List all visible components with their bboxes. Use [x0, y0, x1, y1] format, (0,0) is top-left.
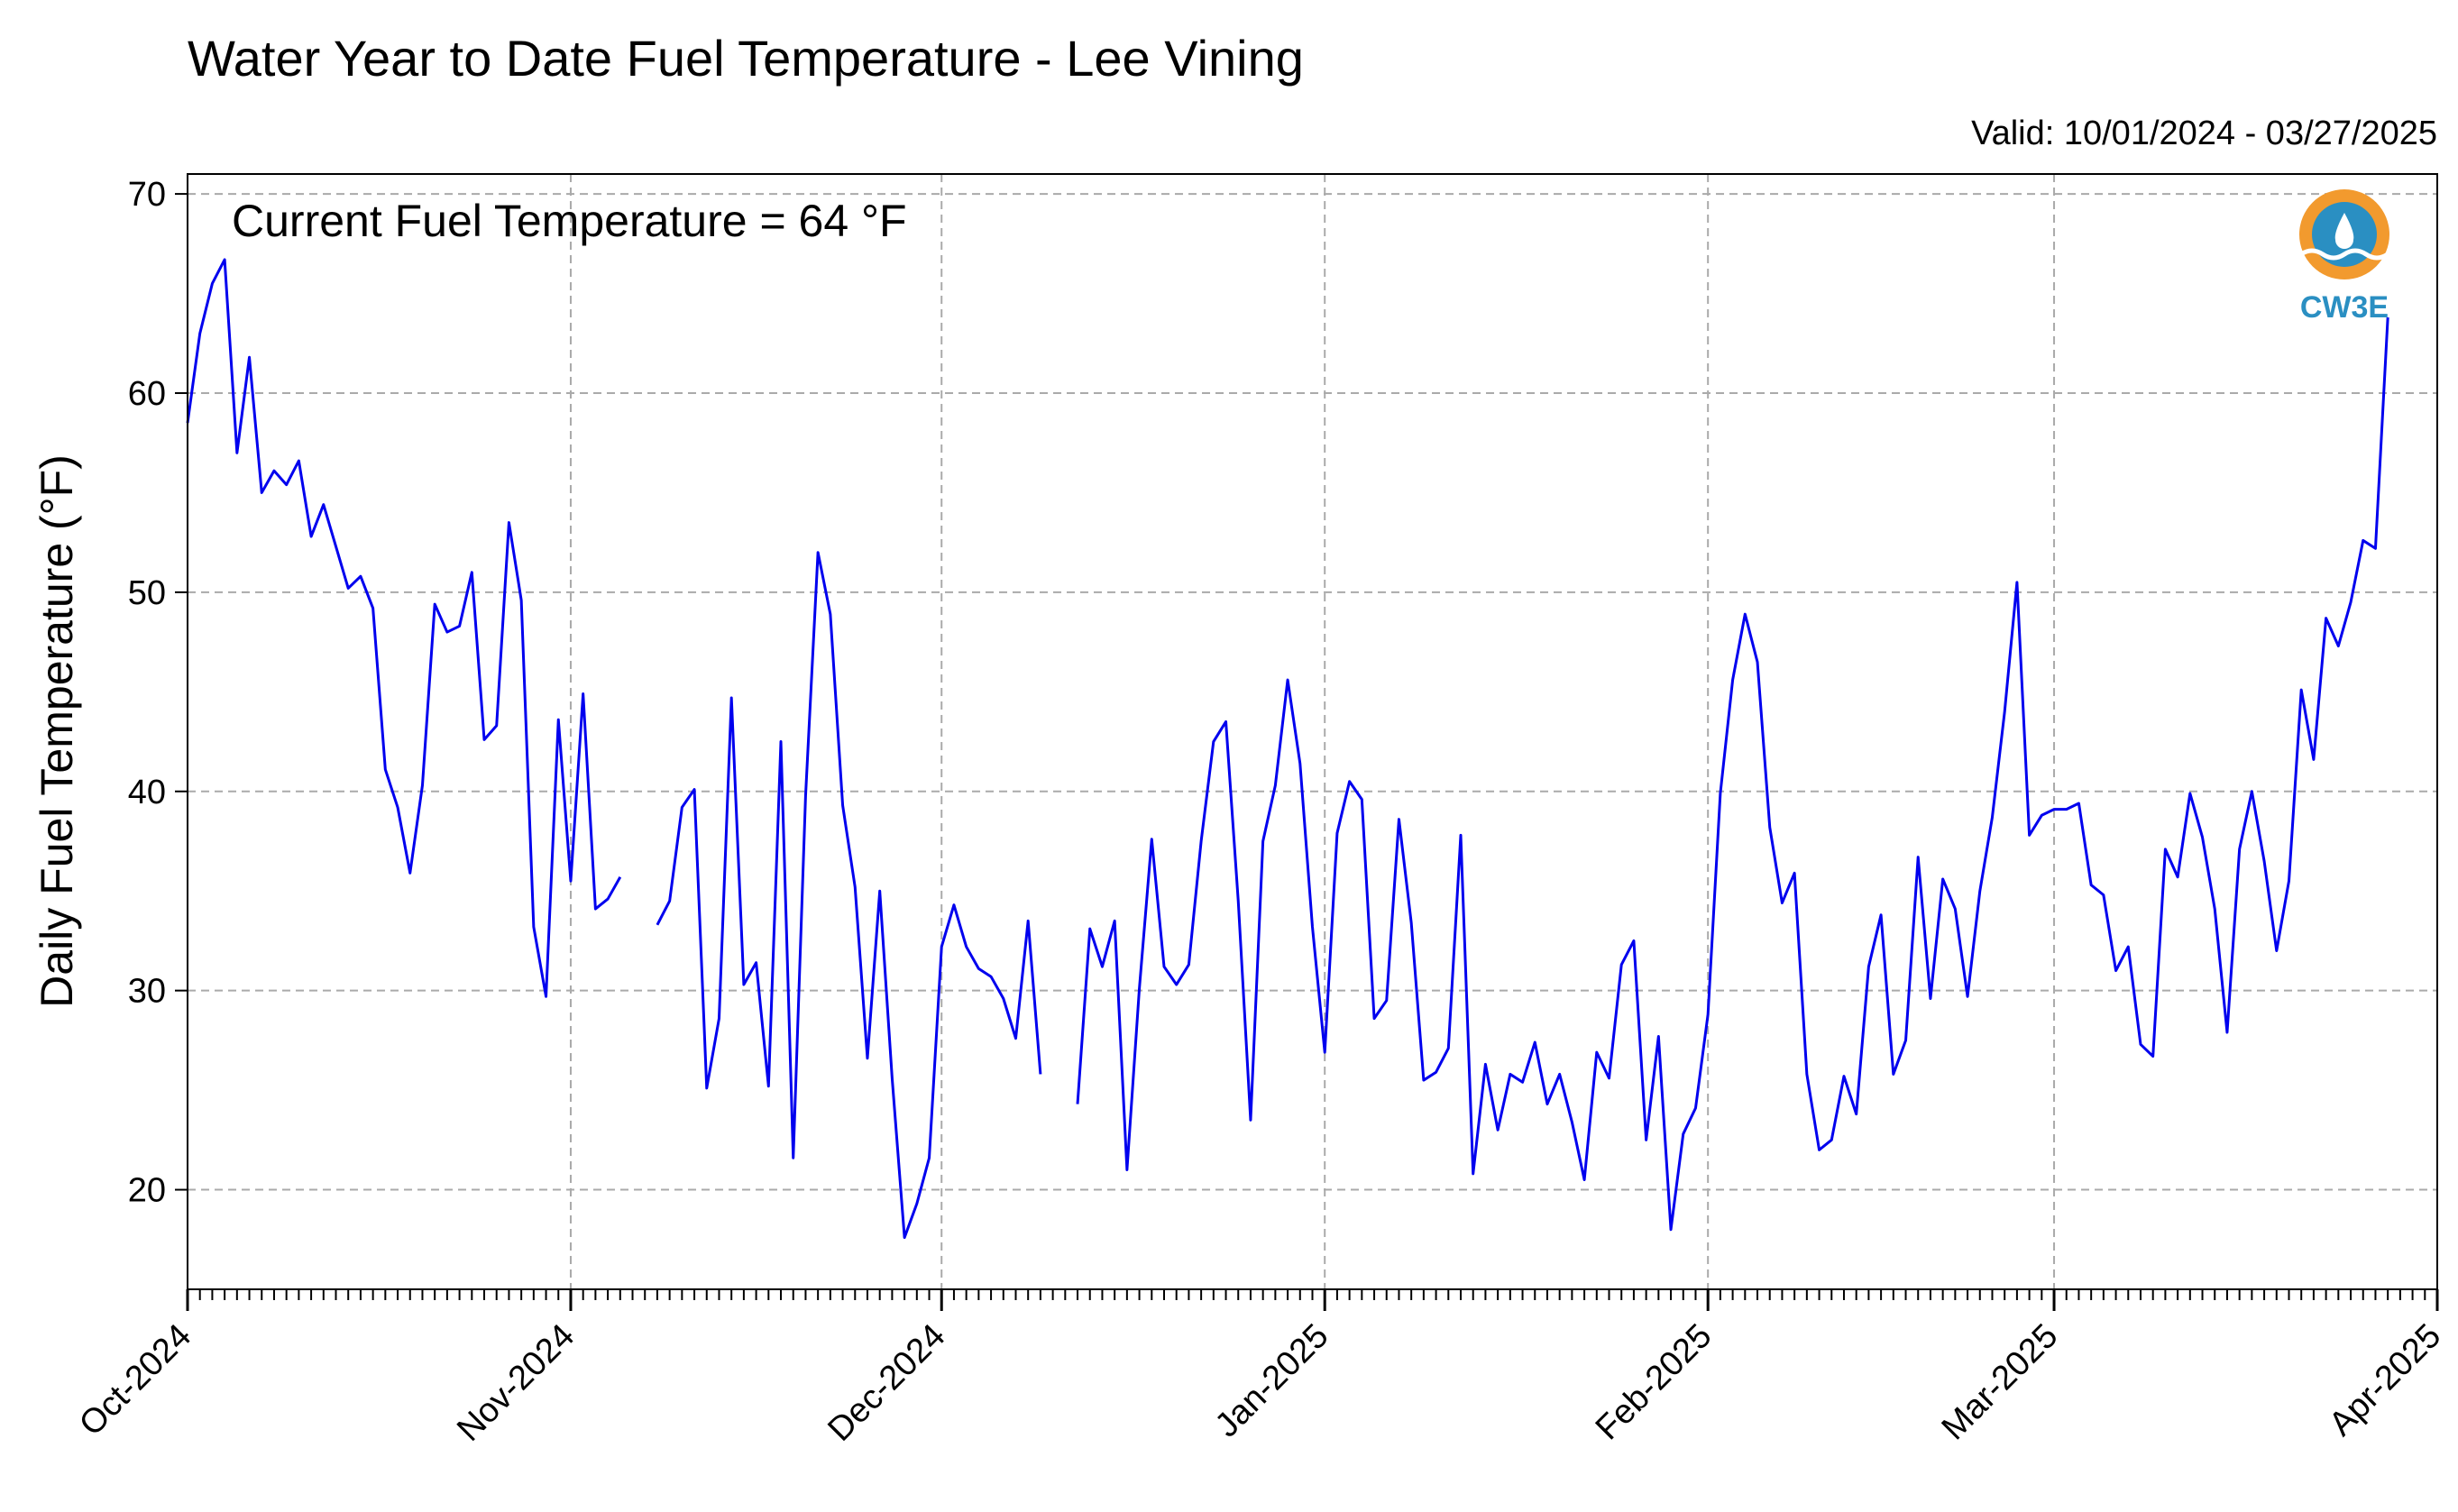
- series-line-segment: [186, 258, 622, 998]
- y-tick-label: 60: [128, 375, 166, 413]
- grid-lines: [188, 174, 2437, 1289]
- cw3e-logo: CW3E: [2299, 189, 2389, 325]
- y-tick-label: 30: [128, 973, 166, 1011]
- x-tick-label: Jan-2025: [1208, 1317, 1336, 1445]
- axis-ticks: 20 30 40 50 60 70 Oct-2024 Nov-2024 Dec-2024 Jan-…: [72, 176, 2448, 1449]
- series-layer: [186, 258, 2389, 1240]
- y-tick-label: 20: [128, 1172, 166, 1210]
- series-line-segment: [1076, 316, 2389, 1232]
- logo-drop-icon: [2334, 213, 2354, 249]
- x-tick-label: Nov-2024: [450, 1317, 582, 1449]
- current-value-annotation: Current Fuel Temperature = 64 °F: [232, 196, 907, 246]
- y-tick-label: 40: [128, 774, 166, 811]
- x-tick-label: Oct-2024: [72, 1317, 198, 1443]
- logo-text: CW3E: [2300, 290, 2389, 325]
- chart-title: Water Year to Date Fuel Temperature - Le…: [188, 30, 1304, 87]
- plot-frame: [187, 173, 2438, 1290]
- x-tick-label: Mar-2025: [1935, 1317, 2066, 1448]
- logo-wave-icon: [2299, 248, 2389, 261]
- x-tick-label: Dec-2024: [821, 1317, 952, 1449]
- y-tick-label: 50: [128, 574, 166, 612]
- series-line-segment: [656, 551, 1042, 1240]
- valid-date-range: Valid: 10/01/2024 - 03/27/2025: [1971, 115, 2437, 152]
- x-tick-label: Apr-2025: [2322, 1317, 2448, 1443]
- y-axis-label: Daily Fuel Temperature (°F): [32, 454, 82, 1008]
- x-tick-label: Feb-2025: [1589, 1317, 1720, 1448]
- y-tick-label: 70: [128, 176, 166, 214]
